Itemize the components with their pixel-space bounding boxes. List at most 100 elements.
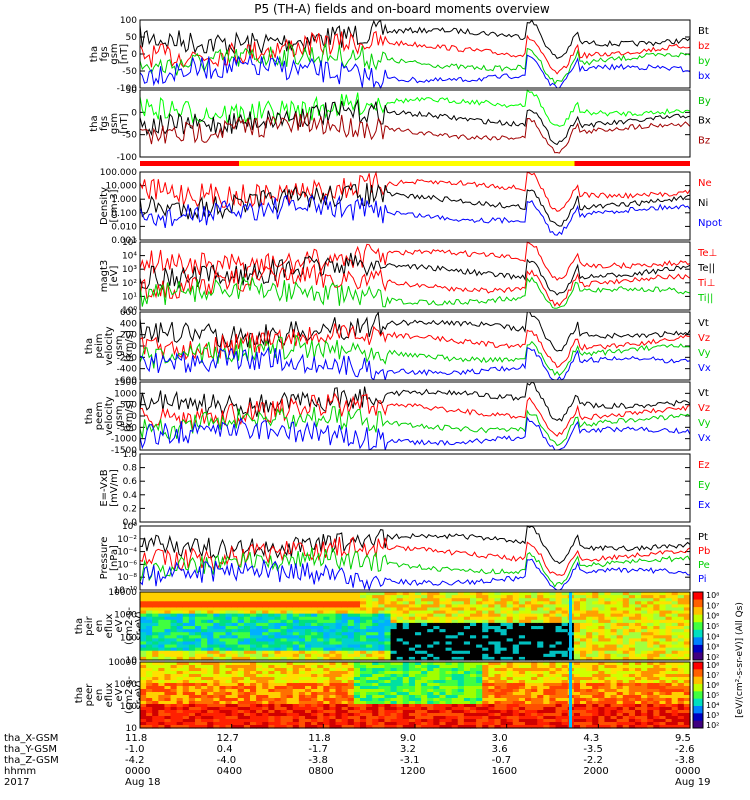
spectrogram-cell bbox=[292, 629, 300, 633]
spectrogram-cell bbox=[421, 674, 428, 678]
spectrogram-cell bbox=[555, 686, 563, 690]
spectrogram-cell bbox=[476, 610, 483, 615]
spectrogram-cell bbox=[415, 722, 422, 726]
spectrogram-cell bbox=[256, 613, 263, 618]
spectrogram-cell bbox=[176, 641, 184, 646]
spectrogram-cell bbox=[323, 698, 331, 702]
spectrogram-cell bbox=[494, 647, 502, 652]
spectrogram-cell bbox=[170, 641, 178, 646]
spectrogram-cell bbox=[427, 692, 434, 696]
spectrogram-cell bbox=[421, 604, 428, 609]
spectrogram-cell bbox=[415, 626, 422, 630]
spectrogram-cell bbox=[243, 610, 251, 615]
spectrogram-cell bbox=[518, 716, 526, 720]
spectrogram-cell bbox=[317, 680, 324, 684]
spectrogram-cell bbox=[256, 686, 263, 690]
spectrogram-cell bbox=[140, 662, 147, 666]
spectrogram-cell bbox=[152, 622, 159, 627]
spectrogram-cell bbox=[555, 595, 563, 599]
spectrogram-cell bbox=[140, 722, 147, 726]
spectrogram-cell bbox=[518, 613, 526, 618]
spectrogram-cell bbox=[494, 674, 502, 678]
spectrogram-cell bbox=[677, 665, 685, 669]
spectrogram-cell bbox=[408, 662, 416, 666]
spectrogram-cell bbox=[402, 704, 410, 708]
spectrogram-cell bbox=[408, 647, 416, 652]
spectrogram-cell bbox=[292, 674, 300, 678]
spectrogram-cell bbox=[195, 629, 202, 633]
spectrogram-cell bbox=[292, 692, 300, 696]
spectrogram-cell bbox=[427, 707, 434, 711]
spectrogram-cell bbox=[335, 641, 343, 646]
spectrogram-cell bbox=[182, 719, 190, 723]
spectrogram-cell bbox=[158, 647, 166, 652]
spectrogram-cell bbox=[586, 656, 593, 661]
spectrogram-cell bbox=[347, 698, 355, 702]
spectrogram-cell bbox=[525, 722, 532, 726]
y-axis-label: E=-VxB bbox=[99, 469, 110, 506]
spectrogram-cell bbox=[286, 707, 294, 711]
spectrogram-cell bbox=[671, 695, 679, 699]
spectrogram-cell bbox=[628, 656, 636, 661]
spectrogram-cell bbox=[439, 653, 447, 658]
y-tick-label: 10⁴ bbox=[122, 252, 137, 262]
spectrogram-cell bbox=[518, 704, 526, 708]
spectrogram-cell bbox=[598, 622, 606, 627]
spectrogram-cell bbox=[237, 704, 245, 708]
spectrogram-cell bbox=[262, 680, 269, 684]
spectrogram-cell bbox=[146, 604, 153, 609]
spectrogram-cell bbox=[683, 683, 691, 687]
spectrogram-cell bbox=[305, 601, 312, 605]
spectrogram-cell bbox=[140, 656, 147, 661]
spectrogram-cell bbox=[256, 622, 263, 627]
spectrogram-cell bbox=[347, 638, 355, 643]
spectrogram-cell bbox=[176, 713, 184, 717]
spectrogram-cell bbox=[219, 662, 227, 666]
spectrogram-cell bbox=[671, 641, 679, 646]
spectrogram-cell bbox=[182, 638, 190, 643]
spectrogram-cell bbox=[176, 601, 184, 605]
spectrogram-cell bbox=[225, 698, 233, 702]
spectrogram-cell bbox=[225, 710, 233, 714]
spectrogram-cell bbox=[408, 665, 416, 669]
spectrogram-cell bbox=[237, 707, 245, 711]
spectrogram-cell bbox=[360, 713, 367, 717]
spectrogram-cell bbox=[555, 607, 563, 612]
spectrogram-cell bbox=[286, 674, 294, 678]
spectrogram-cell bbox=[665, 610, 673, 615]
spectrogram-cell bbox=[231, 701, 239, 705]
spectrogram-cell bbox=[286, 719, 294, 723]
spectrogram-cell bbox=[573, 613, 581, 618]
spectrogram-cell bbox=[182, 641, 190, 646]
spectrogram-cell bbox=[243, 656, 251, 661]
spectrogram-cell bbox=[292, 647, 300, 652]
spectrogram-cell bbox=[512, 725, 520, 729]
spectrogram-cell bbox=[176, 662, 184, 666]
spectrogram-cell bbox=[555, 719, 563, 723]
spectrogram-cell bbox=[366, 683, 373, 687]
spectrogram-cell bbox=[445, 598, 453, 602]
spectrogram-cell bbox=[628, 686, 636, 690]
spectrogram-cell bbox=[628, 653, 636, 658]
spectrogram-cell bbox=[622, 707, 630, 711]
spectrogram-cell bbox=[347, 722, 355, 726]
spectrogram-cell bbox=[653, 662, 661, 666]
spectrogram-cell bbox=[506, 668, 514, 672]
spectrogram-cell bbox=[641, 638, 648, 643]
spectrogram-cell bbox=[188, 622, 196, 627]
spectrogram-cell bbox=[494, 719, 502, 723]
spectrogram-cell bbox=[207, 725, 214, 729]
spectrogram-cell bbox=[305, 598, 312, 602]
spectrogram-cell bbox=[256, 719, 263, 723]
spectrogram-cell bbox=[396, 704, 404, 708]
x-tick-label: -3.5 bbox=[583, 744, 603, 755]
spectrogram-cell bbox=[628, 622, 636, 627]
spectrogram-cell bbox=[243, 665, 251, 669]
spectrogram-cell bbox=[170, 601, 178, 605]
y-tick-label: 400 bbox=[120, 319, 137, 329]
spectrogram-cell bbox=[207, 656, 214, 661]
spectrogram-cell bbox=[201, 725, 208, 729]
spectrogram-cell bbox=[311, 677, 318, 681]
y-tick-label: -400 bbox=[117, 365, 138, 375]
spectrogram-cell bbox=[268, 650, 276, 655]
